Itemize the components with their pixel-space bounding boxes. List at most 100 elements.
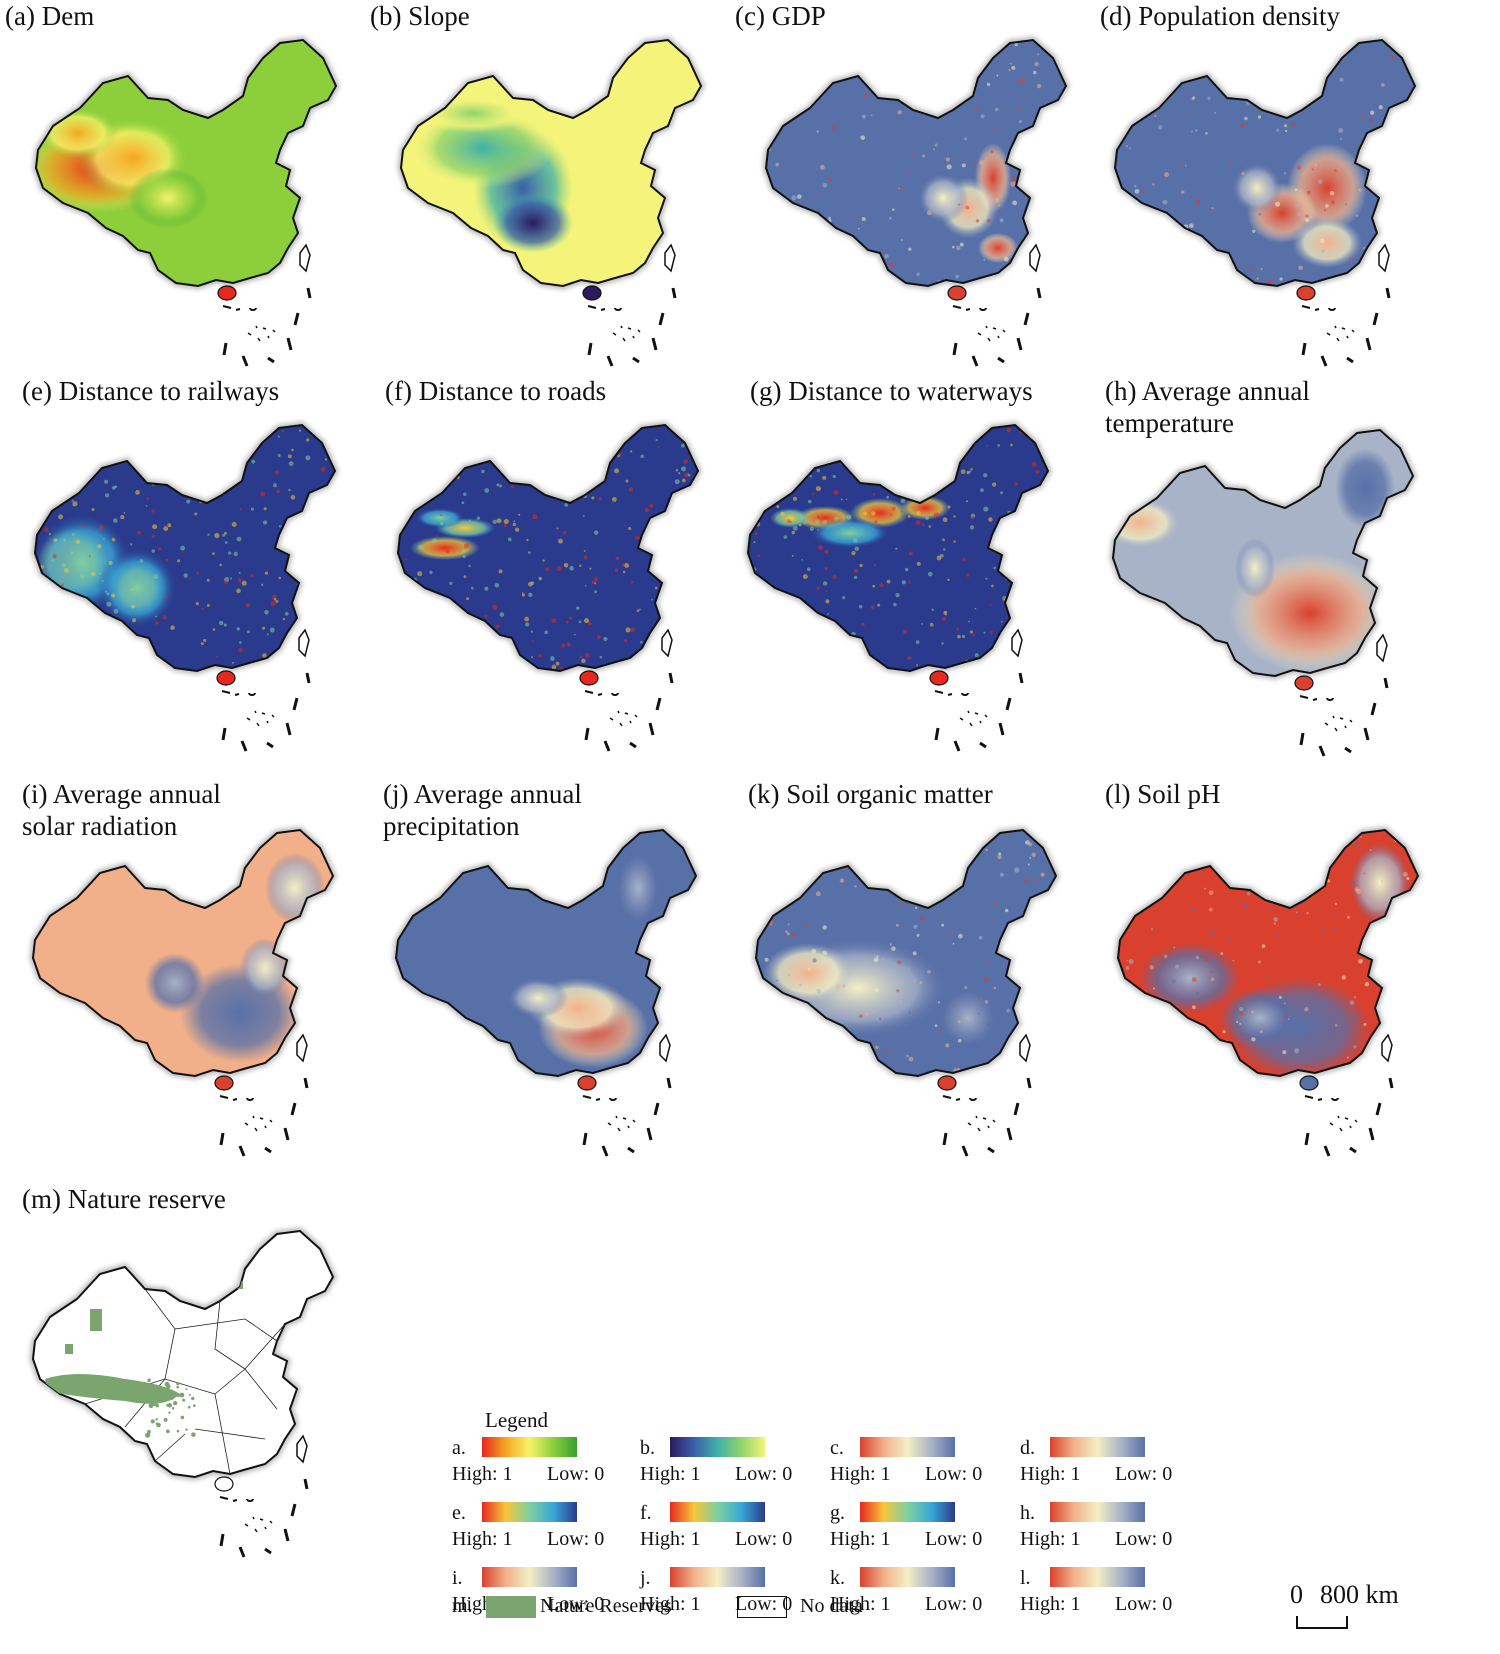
- legend-high-label: High: 1: [830, 1463, 891, 1485]
- raster-speckle: [1040, 994, 1043, 998]
- raster-speckle: [245, 603, 251, 608]
- raster-speckle: [985, 577, 988, 580]
- raster-speckle: [793, 213, 799, 218]
- raster-speckle: [888, 216, 892, 220]
- raster-speckle: [1355, 1066, 1358, 1068]
- raster-speckle: [956, 191, 959, 193]
- raster-speckle: [1285, 851, 1288, 854]
- raster-speckle: [801, 436, 805, 441]
- raster-speckle: [1207, 96, 1211, 101]
- raster-speckle: [968, 620, 971, 623]
- raster-speckle: [1033, 98, 1036, 102]
- raster-speckle: [854, 546, 860, 551]
- raster-speckle: [979, 48, 982, 51]
- raster-speckle: [1006, 428, 1012, 433]
- raster-speckle: [1390, 55, 1395, 60]
- raster-speckle: [64, 624, 68, 627]
- raster-speckle: [977, 998, 980, 1000]
- raster-speckle: [986, 218, 992, 223]
- raster-speckle: [983, 631, 986, 634]
- raster-speckle: [53, 538, 58, 543]
- legend-key: k.: [830, 1567, 845, 1589]
- china-map: [375, 415, 705, 753]
- raster-speckle: [960, 469, 966, 475]
- raster-speckle: [822, 925, 827, 930]
- raster-speckle: [1016, 108, 1020, 112]
- raster-speckle: [181, 551, 184, 554]
- raster-speckle: [837, 440, 842, 445]
- raster-speckle: [851, 526, 854, 529]
- raster-zone: [128, 168, 208, 228]
- raster-speckle: [1031, 903, 1037, 908]
- raster-zone: [493, 193, 573, 253]
- raster-speckle: [195, 602, 199, 606]
- raster-speckle: [1170, 1070, 1175, 1076]
- raster-speckle: [573, 633, 576, 636]
- raster-speckle: [754, 532, 758, 536]
- raster-speckle: [459, 632, 464, 637]
- raster-speckle: [1000, 491, 1003, 495]
- south-china-sea-islands: [941, 1076, 1032, 1158]
- raster-speckle: [1160, 253, 1166, 259]
- nature-reserve-patch: [155, 1403, 159, 1408]
- raster-speckle: [785, 633, 789, 636]
- raster-speckle: [981, 839, 984, 842]
- raster-speckle: [1180, 152, 1184, 156]
- raster-speckle: [1339, 1074, 1343, 1076]
- raster-speckle: [1300, 980, 1305, 986]
- raster-speckle: [920, 434, 923, 438]
- raster-speckle: [764, 1014, 767, 1017]
- raster-speckle: [837, 192, 842, 196]
- raster-speckle: [1210, 970, 1213, 974]
- south-china-sea-islands: [220, 671, 311, 753]
- raster-speckle: [1026, 246, 1029, 248]
- raster-speckle: [294, 666, 296, 669]
- raster-speckle: [953, 515, 956, 518]
- raster-speckle: [1400, 1020, 1403, 1023]
- legend-key: i.: [452, 1567, 463, 1589]
- raster-speckle: [625, 479, 629, 483]
- raster-speckle: [584, 584, 587, 587]
- raster-speckle: [972, 633, 975, 637]
- raster-speckle: [73, 610, 76, 613]
- raster-speckle: [1334, 926, 1338, 930]
- raster-speckle: [76, 644, 82, 650]
- raster-speckle: [796, 96, 802, 102]
- raster-speckle: [306, 598, 309, 601]
- raster-speckle: [986, 444, 989, 447]
- raster-speckle: [446, 626, 450, 630]
- raster-speckle: [683, 459, 689, 464]
- panel-title: (b) Slope: [370, 0, 470, 32]
- raster-speckle: [189, 577, 192, 580]
- raster-speckle: [832, 474, 836, 479]
- raster-speckle: [1051, 45, 1056, 50]
- raster-speckle: [774, 484, 777, 487]
- raster-speckle: [469, 457, 472, 460]
- raster-speckle: [251, 459, 256, 464]
- raster-speckle: [1369, 848, 1372, 852]
- raster-speckle: [957, 1020, 961, 1024]
- raster-speckle: [840, 498, 843, 501]
- panel-title-text: (j) Average annual: [383, 779, 582, 809]
- raster-speckle: [796, 608, 802, 613]
- raster-speckle: [670, 508, 673, 511]
- raster-speckle: [1262, 852, 1268, 858]
- raster-speckle: [647, 667, 651, 670]
- raster-speckle: [1284, 129, 1288, 133]
- raster-speckle: [1032, 923, 1035, 926]
- raster-speckle: [625, 667, 629, 671]
- raster-speckle: [919, 916, 925, 921]
- raster-speckle: [1020, 651, 1025, 656]
- raster-speckle: [954, 433, 959, 437]
- raster-speckle: [848, 663, 851, 665]
- raster-speckle: [960, 45, 966, 51]
- raster-speckle: [518, 513, 521, 516]
- raster-speckle: [791, 530, 795, 535]
- raster-speckle: [878, 922, 881, 925]
- raster-speckle: [860, 135, 866, 141]
- raster-speckle: [542, 559, 545, 562]
- raster-speckle: [681, 478, 686, 483]
- raster-speckle: [961, 44, 965, 48]
- raster-speckle: [1031, 852, 1037, 858]
- legend-low-label: Low: 0: [547, 1528, 605, 1550]
